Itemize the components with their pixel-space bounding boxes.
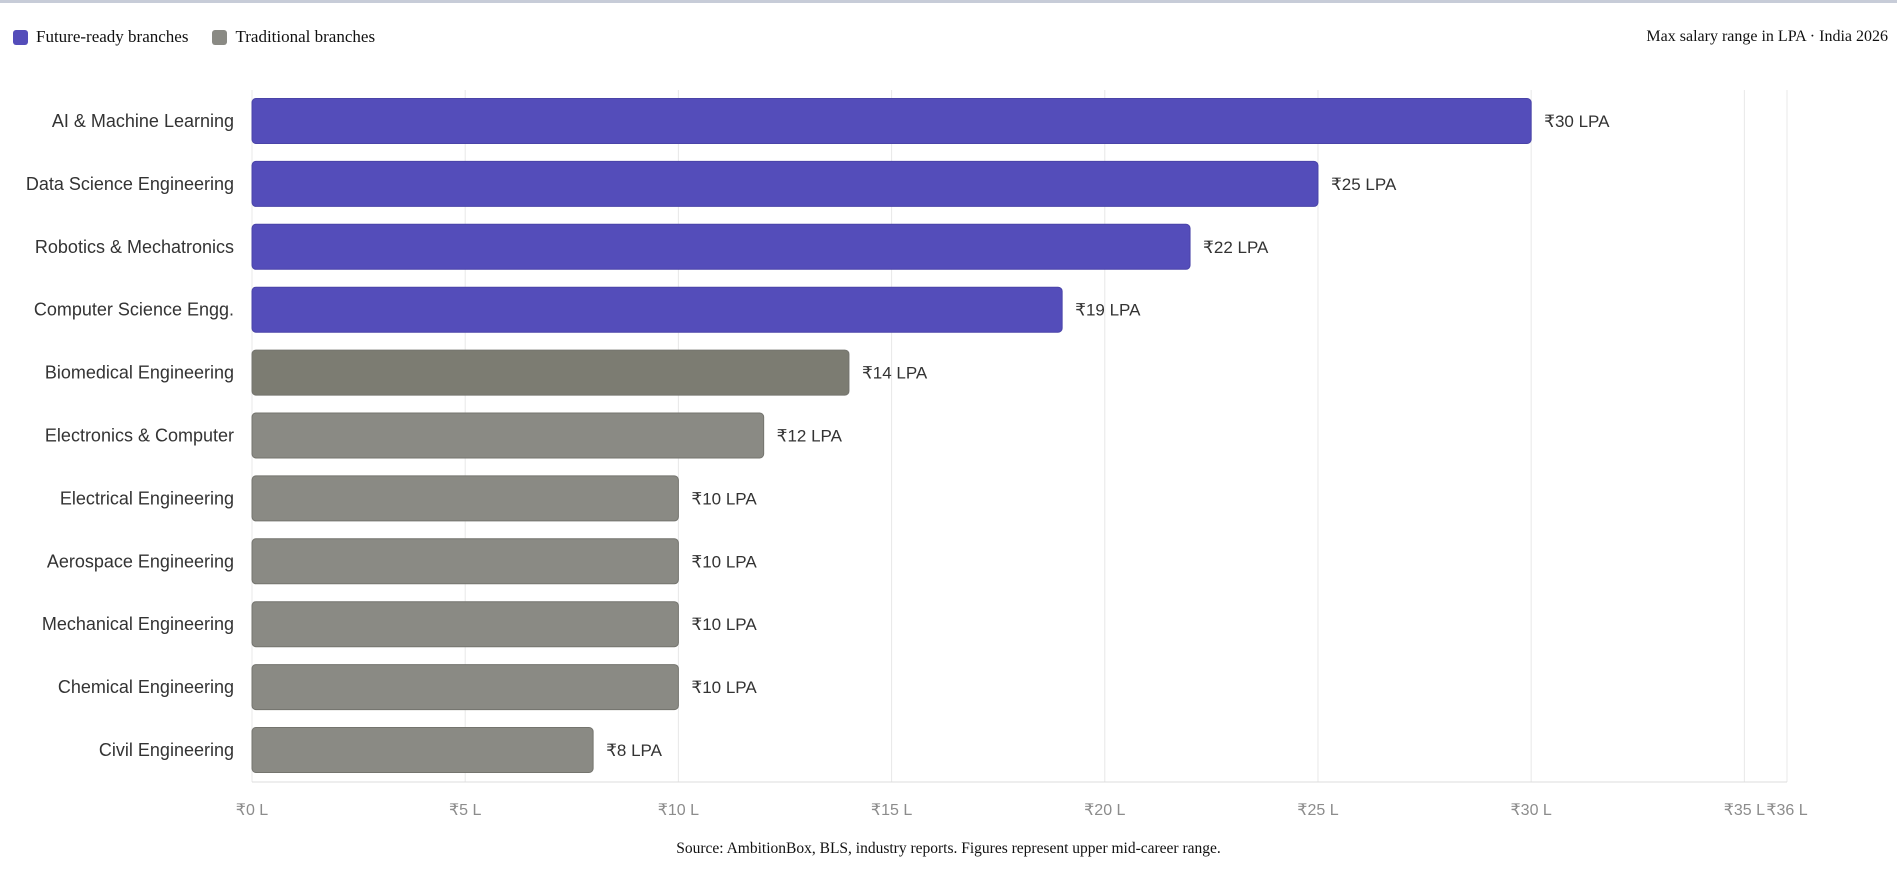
legend-label-traditional: Traditional branches bbox=[235, 27, 376, 46]
x-tick-label: ₹36 L bbox=[1766, 802, 1807, 819]
bar-chart: ₹0 L ₹5 L ₹10 L ₹15 L ₹20 L ₹25 L ₹30 L ₹35 L ₹3… bbox=[26, 90, 1808, 819]
legend-swatch-traditional bbox=[212, 29, 228, 45]
category-label: Chemical Engineering bbox=[58, 677, 234, 697]
legend-swatch-future bbox=[13, 29, 28, 45]
legend-label-future: Future-ready branches bbox=[36, 27, 189, 46]
x-tick-label: ₹10 L bbox=[658, 802, 699, 819]
bar-electronics-computer[interactable] bbox=[251, 412, 765, 459]
bar-robotics-mechatronics[interactable] bbox=[251, 223, 1191, 270]
category-label: Aerospace Engineering bbox=[47, 551, 234, 571]
value-label: ₹19 LPA bbox=[1075, 301, 1141, 320]
category-label: Civil Engineering bbox=[99, 740, 234, 760]
category-label: Computer Science Engg. bbox=[34, 300, 234, 320]
legend-item-traditional[interactable]: Traditional branches bbox=[212, 27, 375, 47]
axis-layer: ₹0 L ₹5 L ₹10 L ₹15 L ₹20 L ₹25 L ₹30 L ₹35 L ₹3… bbox=[26, 111, 1808, 819]
bar-computer-science-engg[interactable] bbox=[251, 286, 1063, 333]
category-label: Electrical Engineering bbox=[60, 488, 234, 508]
top-rule bbox=[0, 0, 1897, 3]
category-label: Data Science Engineering bbox=[26, 174, 234, 194]
x-tick-label: ₹25 L bbox=[1297, 802, 1338, 819]
category-label: Electronics & Computer bbox=[45, 426, 234, 446]
value-label: ₹10 LPA bbox=[691, 678, 757, 697]
bar-ai-machine-learning[interactable] bbox=[251, 98, 1532, 144]
x-tick-label: ₹30 L bbox=[1511, 802, 1552, 819]
value-label: ₹10 LPA bbox=[691, 615, 757, 634]
x-tick-label: ₹20 L bbox=[1084, 802, 1125, 819]
bar-data-science-engineering[interactable] bbox=[251, 160, 1319, 207]
bar-layer bbox=[251, 98, 1532, 773]
category-label: Biomedical Engineering bbox=[45, 363, 234, 383]
value-label: ₹12 LPA bbox=[777, 427, 843, 446]
value-label: ₹14 LPA bbox=[862, 364, 928, 383]
value-label: ₹25 LPA bbox=[1331, 175, 1397, 194]
bar-civil-engineering[interactable] bbox=[251, 727, 594, 773]
bar-mechanical-engineering[interactable] bbox=[251, 601, 679, 648]
category-label: Mechanical Engineering bbox=[42, 614, 234, 634]
bar-aerospace-engineering[interactable] bbox=[251, 538, 679, 585]
value-label: ₹10 LPA bbox=[691, 489, 757, 508]
category-label: Robotics & Mechatronics bbox=[35, 237, 234, 257]
value-label: ₹8 LPA bbox=[606, 741, 663, 760]
legend: Future-ready branches Traditional branch… bbox=[13, 27, 399, 47]
x-tick-label: ₹5 L bbox=[449, 802, 482, 819]
bar-biomedical-engineering[interactable] bbox=[251, 349, 850, 396]
chart-source-note: Source: AmbitionBox, BLS, industry repor… bbox=[676, 840, 1221, 857]
x-tick-label: ₹15 L bbox=[871, 802, 912, 819]
chart-subtitle: Max salary range in LPA · India 2026 bbox=[1646, 28, 1888, 45]
value-label: ₹22 LPA bbox=[1203, 238, 1269, 257]
value-label: ₹10 LPA bbox=[691, 552, 757, 571]
value-label: ₹30 LPA bbox=[1544, 112, 1610, 131]
bar-chemical-engineering[interactable] bbox=[251, 664, 679, 711]
x-tick-label: ₹0 L bbox=[236, 802, 269, 819]
x-tick-label: ₹35 L bbox=[1724, 802, 1765, 819]
bar-electrical-engineering[interactable] bbox=[251, 475, 679, 522]
legend-item-future[interactable]: Future-ready branches bbox=[13, 27, 188, 47]
category-label: AI & Machine Learning bbox=[52, 111, 234, 131]
